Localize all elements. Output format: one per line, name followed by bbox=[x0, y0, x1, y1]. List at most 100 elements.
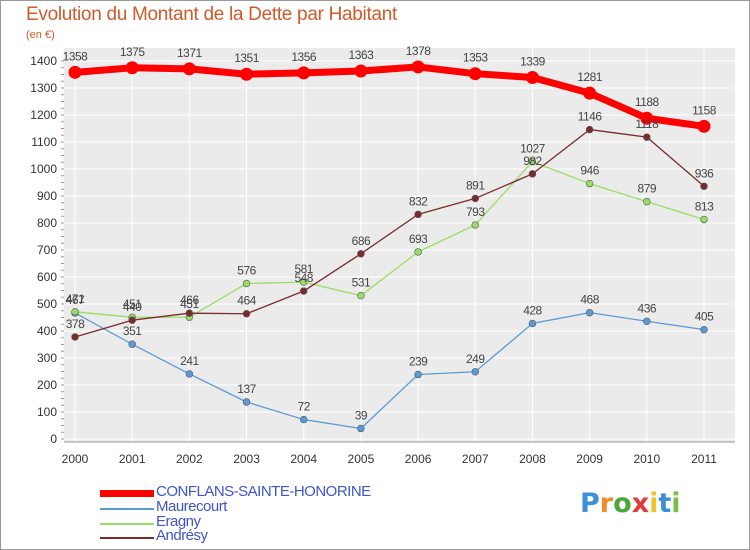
data-label-0: 1351 bbox=[234, 51, 260, 65]
data-label-0: 1363 bbox=[349, 48, 375, 62]
x-tick-label: 2002 bbox=[176, 452, 203, 466]
data-label-3: 832 bbox=[409, 194, 428, 208]
data-label-0: 1371 bbox=[177, 46, 203, 60]
data-label-1: 405 bbox=[695, 310, 714, 324]
y-tick-label: 1200 bbox=[30, 108, 57, 122]
data-point-0 bbox=[468, 67, 482, 81]
data-label-2: 1027 bbox=[520, 142, 546, 156]
y-tick-label: 400 bbox=[37, 324, 57, 338]
data-label-2: 793 bbox=[466, 205, 485, 219]
data-label-0: 1158 bbox=[692, 103, 717, 117]
data-point-2 bbox=[71, 308, 79, 316]
data-point-3 bbox=[528, 170, 537, 178]
data-label-2: 576 bbox=[237, 263, 256, 277]
data-point-3 bbox=[185, 309, 194, 317]
data-point-1 bbox=[242, 398, 251, 406]
plot-background bbox=[64, 48, 735, 442]
data-label-0: 1188 bbox=[635, 95, 660, 109]
data-label-1: 351 bbox=[123, 324, 142, 338]
y-tick-label: 1100 bbox=[31, 135, 57, 149]
data-point-1 bbox=[700, 325, 708, 334]
data-label-0: 1353 bbox=[463, 51, 489, 65]
y-axis-unit-label: (en €) bbox=[26, 29, 55, 41]
data-label-1: 249 bbox=[466, 352, 485, 366]
y-tick-label: 300 bbox=[37, 351, 57, 365]
x-tick-label: 2010 bbox=[633, 452, 660, 466]
legend-swatch-eragny bbox=[100, 523, 154, 525]
data-point-3 bbox=[300, 287, 308, 295]
data-point-1 bbox=[128, 340, 136, 348]
data-label-3: 1146 bbox=[578, 110, 603, 124]
legend-label-eragny: Eragny bbox=[156, 513, 201, 530]
brand-logo-letter: P bbox=[580, 488, 600, 519]
data-point-3 bbox=[585, 125, 594, 134]
x-tick-label: 2007 bbox=[462, 452, 489, 466]
legend-swatch-andresy bbox=[100, 537, 154, 539]
data-label-2: 813 bbox=[695, 199, 714, 213]
x-tick-label: 2000 bbox=[62, 452, 89, 466]
x-tick-label: 2009 bbox=[576, 452, 603, 466]
data-point-0 bbox=[697, 119, 711, 133]
y-tick-label: 1300 bbox=[30, 81, 57, 95]
data-label-3: 464 bbox=[237, 294, 256, 308]
data-label-3: 982 bbox=[523, 154, 542, 168]
data-point-1 bbox=[357, 424, 365, 433]
brand-logo-letter: r bbox=[599, 488, 614, 519]
data-point-1 bbox=[585, 308, 594, 317]
data-point-2 bbox=[414, 248, 422, 256]
data-point-3 bbox=[128, 316, 136, 324]
data-label-3: 936 bbox=[695, 166, 714, 180]
brand-logo-letter: t bbox=[658, 488, 672, 519]
y-tick-label: 0 bbox=[50, 432, 57, 446]
data-label-3: 686 bbox=[352, 234, 371, 248]
data-point-2 bbox=[643, 197, 651, 206]
series-line-3 bbox=[74, 128, 705, 338]
data-point-3 bbox=[71, 333, 79, 341]
y-tick-label: 500 bbox=[37, 297, 57, 311]
data-label-3: 1118 bbox=[635, 117, 659, 131]
data-label-1: 39 bbox=[355, 408, 368, 422]
data-label-2: 531 bbox=[352, 276, 371, 290]
brand-logo-letter: i bbox=[671, 488, 681, 519]
x-tick-label: 2003 bbox=[233, 452, 260, 466]
data-label-3: 466 bbox=[180, 293, 199, 307]
data-label-1: 428 bbox=[523, 303, 542, 317]
data-label-3: 891 bbox=[466, 178, 485, 192]
data-label-2: 471 bbox=[66, 292, 85, 306]
data-point-2 bbox=[700, 215, 708, 224]
data-point-2 bbox=[242, 279, 251, 288]
brand-logo-letter: x bbox=[631, 488, 650, 519]
data-label-2: 946 bbox=[580, 164, 599, 178]
x-tick-label: 2006 bbox=[405, 452, 432, 466]
data-label-3: 440 bbox=[123, 300, 142, 314]
x-tick-label: 2004 bbox=[290, 452, 317, 466]
legend-label-conflans: CONFLANS-SAINTE-HONORINE bbox=[156, 483, 371, 500]
data-point-0 bbox=[182, 62, 196, 76]
data-point-0 bbox=[640, 111, 654, 125]
data-label-1: 241 bbox=[180, 354, 199, 368]
data-point-3 bbox=[357, 250, 365, 258]
data-point-2 bbox=[528, 158, 537, 166]
data-label-1: 436 bbox=[638, 301, 657, 315]
data-label-2: 581 bbox=[294, 262, 313, 276]
data-point-3 bbox=[471, 194, 479, 203]
data-label-2: 879 bbox=[638, 182, 657, 196]
data-point-3 bbox=[643, 133, 651, 141]
data-point-1 bbox=[528, 319, 537, 328]
data-point-1 bbox=[414, 370, 422, 379]
data-label-2: 451 bbox=[180, 297, 199, 311]
data-point-0 bbox=[525, 70, 539, 84]
data-point-0 bbox=[125, 61, 139, 75]
data-point-0 bbox=[354, 64, 368, 78]
series-line-0 bbox=[74, 63, 705, 130]
y-tick-label: 100 bbox=[37, 405, 57, 419]
data-label-1: 239 bbox=[409, 354, 428, 368]
data-point-1 bbox=[300, 415, 308, 424]
data-label-0: 1339 bbox=[520, 54, 546, 68]
data-label-0: 1281 bbox=[577, 70, 603, 84]
legend-label-andresy: Andrésy bbox=[156, 527, 208, 544]
data-point-0 bbox=[240, 67, 254, 81]
data-label-1: 72 bbox=[298, 400, 311, 414]
brand-logo: Proxiti bbox=[580, 488, 681, 519]
data-point-1 bbox=[643, 317, 651, 325]
